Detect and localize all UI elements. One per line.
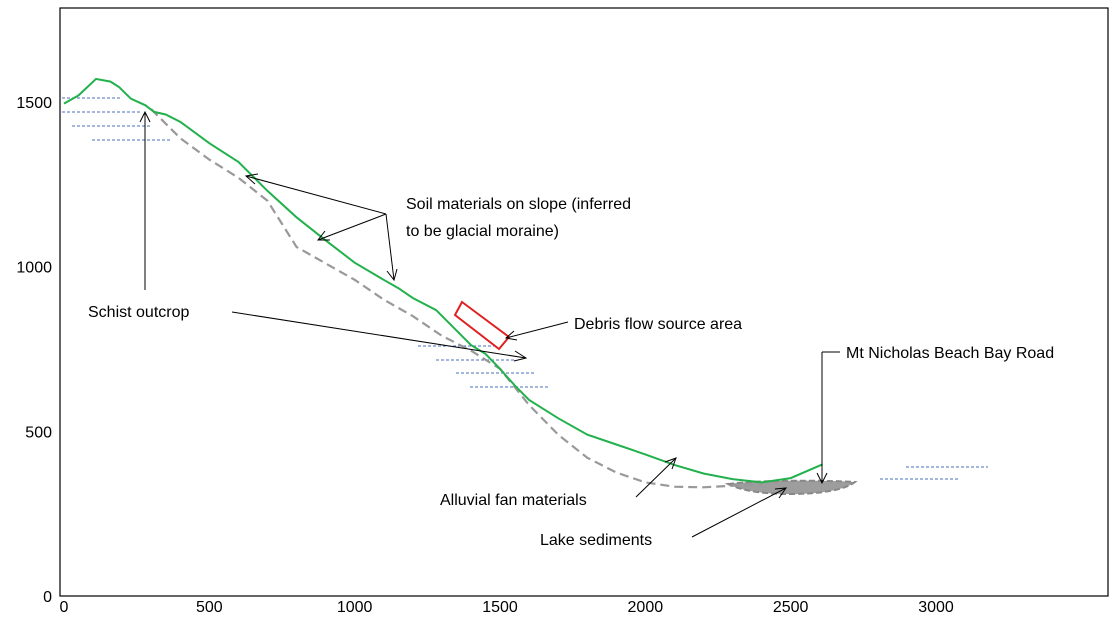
annotation-arrows [139, 110, 840, 538]
arrowhead [513, 350, 528, 362]
arrow-line [317, 213, 387, 241]
arrow-line [505, 321, 569, 339]
label-soil-materials-line1: Soil materials on slope (inferred [406, 196, 631, 213]
y-tick-label: 0 [43, 589, 52, 606]
arrowhead [316, 230, 330, 241]
arrowhead [504, 330, 518, 341]
arrowhead [664, 457, 677, 470]
y-tick-label: 1000 [16, 260, 52, 277]
y-tick-label: 500 [25, 424, 52, 441]
x-tick-label: 3000 [918, 599, 954, 616]
x-tick-label: 1000 [337, 599, 373, 616]
label-lake-sediments: Lake sediments [540, 532, 652, 549]
arrowhead [139, 110, 151, 123]
label-alluvial-fan: Alluvial fan materials [440, 492, 587, 509]
label-soil-materials-line2: to be glacial moraine) [406, 223, 559, 240]
label-mt-nicholas-road: Mt Nicholas Beach Bay Road [846, 345, 1054, 362]
bedrock-profile-dashed-line [150, 108, 762, 489]
x-tick-label: 500 [196, 599, 223, 616]
arrowhead [774, 487, 788, 499]
plot-frame [59, 7, 1109, 597]
lake-sediments-fill [724, 479, 858, 496]
x-tick-label: 1500 [482, 599, 518, 616]
arrowhead [244, 173, 259, 185]
arrow-line [245, 175, 387, 215]
x-tick-label: 2000 [628, 599, 664, 616]
label-schist-outcrop: Schist outcrop [88, 304, 189, 321]
water-level-markers [62, 97, 988, 480]
arrow-line [385, 213, 395, 281]
arrow-line [691, 487, 787, 538]
arrowhead [816, 472, 828, 485]
arrow-line [231, 311, 527, 359]
y-axis-ticks: 0 500 1000 1500 [16, 95, 52, 606]
arrow-line [635, 457, 677, 498]
arrowhead [386, 268, 398, 282]
ground-surface-profile-line [63, 77, 823, 484]
x-tick-label: 0 [60, 599, 69, 616]
debris-flow-source-box [453, 300, 511, 351]
x-tick-label: 2500 [773, 599, 809, 616]
y-tick-label: 1500 [16, 95, 52, 112]
x-axis-ticks: 0 500 1000 1500 2000 2500 3000 [60, 599, 954, 616]
label-debris-flow-source: Debris flow source area [574, 316, 742, 333]
